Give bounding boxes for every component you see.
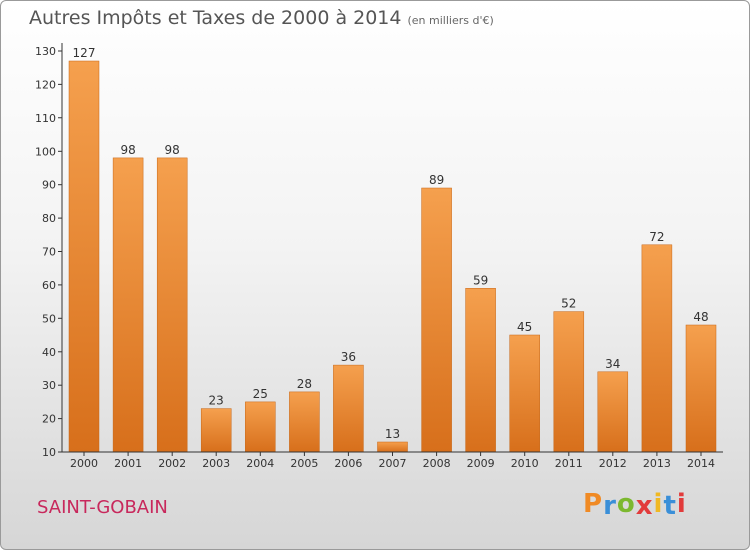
bar-2008 [421,187,452,453]
x-tick-label-2004: 2004 [246,457,274,470]
bar-2000 [68,60,100,453]
x-tick-label-2014: 2014 [687,457,715,470]
logo-letter: o [616,489,636,519]
data-label-2005: 28 [297,377,312,391]
logo-letter: i [676,489,687,519]
y-tick-label-120: 120 [35,78,56,91]
bar-2009 [465,288,496,453]
logo-letter: r [603,491,617,521]
x-tick-label-2006: 2006 [334,457,362,470]
x-tick-label-2002: 2002 [158,457,186,470]
y-tick-label-80: 80 [42,212,56,225]
x-tick-label-2007: 2007 [379,457,407,470]
logo-letter: x [635,491,654,521]
proxiti-logo: Proxiti [583,489,687,521]
data-label-2009: 59 [473,273,488,287]
x-tick-label-2010: 2010 [511,457,539,470]
chart-title: Autres Impôts et Taxes de 2000 à 2014 (en… [29,7,494,29]
bars-group [68,60,717,453]
bar-2013 [641,244,673,453]
x-tick-label-2009: 2009 [467,457,495,470]
data-label-2008: 89 [429,173,444,187]
x-tick-label-2012: 2012 [599,457,627,470]
data-label-2012: 34 [605,357,620,371]
bar-2001 [112,157,144,453]
x-tick-label-2011: 2011 [555,457,583,470]
y-tick-label-50: 50 [42,312,56,325]
x-tick-label-2000: 2000 [70,457,98,470]
data-label-2011: 52 [561,297,576,311]
bar-2011 [553,311,585,453]
x-tick-label-2013: 2013 [643,457,671,470]
bar-2002 [156,157,188,453]
axes-group [58,43,723,456]
data-label-2007: 13 [385,427,400,441]
bar-2003 [200,408,232,453]
data-label-2000: 127 [73,46,96,60]
location-name: SAINT-GOBAIN [37,497,168,518]
y-tick-label-20: 20 [42,413,56,426]
bar-2007 [377,441,408,453]
y-tick-label-30: 30 [42,379,56,392]
logo-letter: i [653,489,664,519]
y-tick-label-60: 60 [42,279,56,292]
logo-letter: P [583,489,604,519]
y-tick-label-130: 130 [35,45,56,58]
bar-2014 [685,324,717,453]
y-tick-label-90: 90 [42,179,56,192]
data-label-2014: 48 [693,310,708,324]
data-label-2003: 23 [209,394,224,408]
y-tick-label-40: 40 [42,346,56,359]
data-label-2002: 98 [165,143,180,157]
bar-2006 [333,364,364,453]
x-tick-label-2008: 2008 [423,457,451,470]
data-label-2001: 98 [120,143,135,157]
x-tick-label-2003: 2003 [202,457,230,470]
chart-title-text: Autres Impôts et Taxes de 2000 à 2014 [29,7,402,29]
chart-subtitle: (en milliers d'€) [407,14,494,27]
labels-group: 127 2000 98 2001 98 2002 23 2003 25 2004 28 2005 36 2… [35,45,715,470]
bar-2005 [289,391,320,453]
y-tick-label-100: 100 [35,145,56,158]
data-label-2004: 25 [253,387,268,401]
data-label-2006: 36 [341,350,356,364]
bar-2012 [597,371,629,453]
bar-2004 [245,401,276,453]
data-label-2010: 45 [517,320,532,334]
y-tick-label-70: 70 [42,246,56,259]
bar-2010 [509,334,540,453]
y-tick-label-110: 110 [35,112,56,125]
data-label-2013: 72 [649,230,664,244]
x-tick-label-2005: 2005 [290,457,318,470]
logo-letter: t [663,491,677,521]
y-tick-label-10: 10 [42,446,56,459]
x-tick-label-2001: 2001 [114,457,142,470]
